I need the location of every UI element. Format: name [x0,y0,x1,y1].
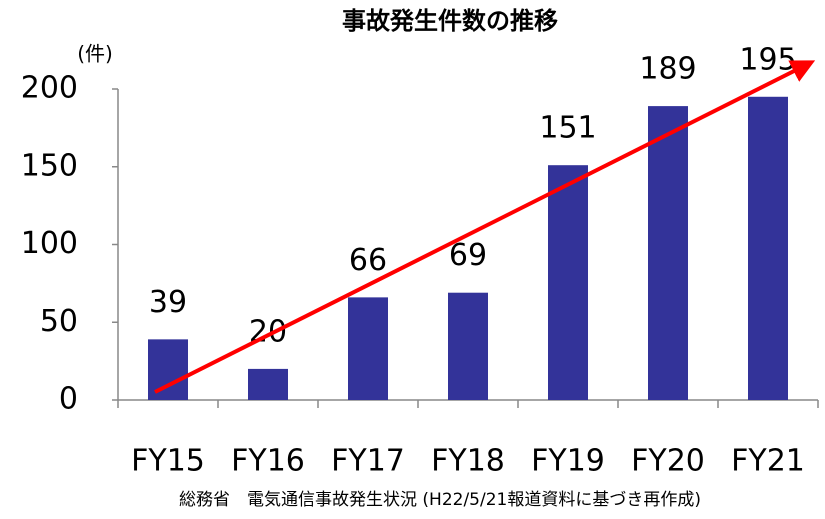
plot-area: 050100150200FY1539FY1620FY1766FY1869FY19… [21,42,819,479]
value-label: 39 [149,285,187,320]
y-tick-label: 50 [40,304,78,339]
value-label: 195 [739,42,796,77]
chart-title: 事故発生件数の推移 [342,7,558,35]
bar [548,165,588,400]
x-tick-label: FY16 [231,444,305,479]
y-tick-label: 150 [21,148,78,183]
y-tick-label: 100 [21,226,78,261]
value-label: 69 [449,238,487,273]
value-label: 66 [349,243,387,278]
x-tick-label: FY21 [731,444,805,479]
trend-arrow [154,60,816,394]
x-tick-label: FY19 [531,444,605,479]
x-tick-label: FY15 [131,444,205,479]
bar [648,106,688,400]
value-label: 189 [639,52,696,87]
x-tick-label: FY20 [631,444,705,479]
source-note: 総務省 電気通信事故発生状況 (H22/5/21報道資料に基づき再作成) [179,490,701,510]
bar [748,96,788,401]
x-tick-label: FY18 [431,444,505,479]
bar [448,292,488,400]
bar [148,339,188,400]
bar [248,368,288,400]
y-tick-label: 0 [59,382,78,417]
bar [348,297,388,400]
value-label: 151 [539,111,596,146]
x-tick-label: FY17 [331,444,405,479]
y-axis-label: (件) [77,42,113,66]
y-tick-label: 200 [21,71,78,106]
